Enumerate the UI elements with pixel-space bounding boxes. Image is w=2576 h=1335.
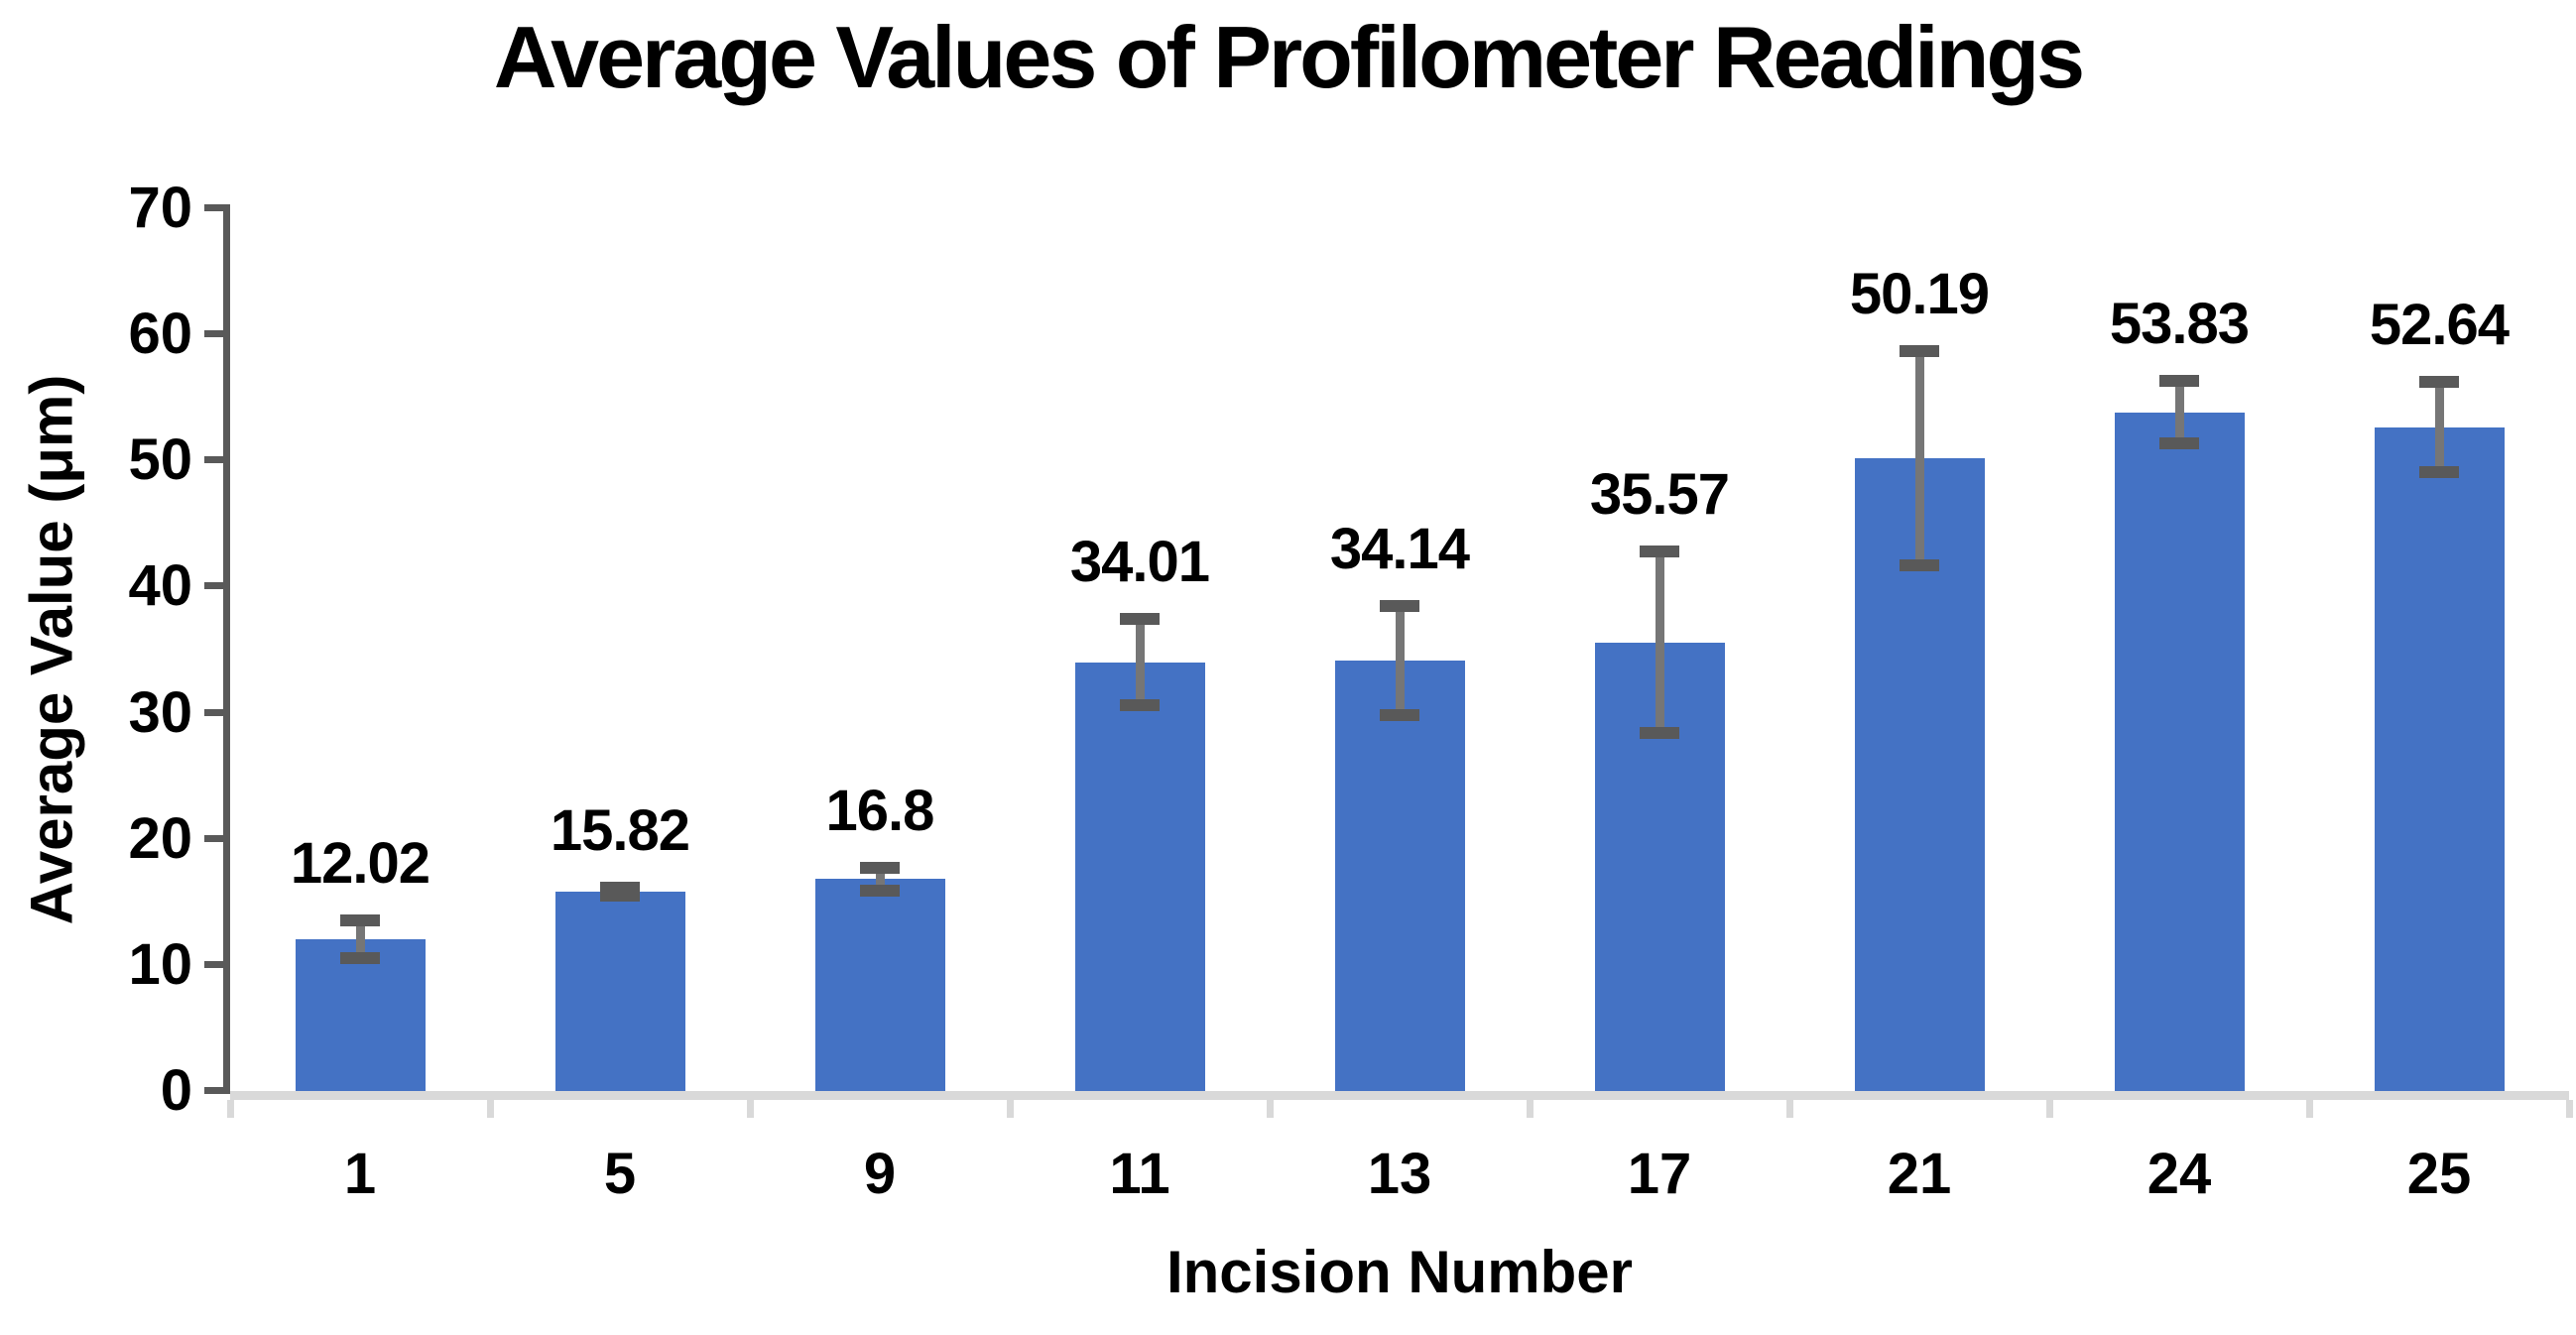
bar xyxy=(295,939,426,1091)
error-bar-cap-bottom xyxy=(600,889,640,902)
y-tick-label: 0 xyxy=(160,1058,192,1123)
bar xyxy=(2374,426,2505,1091)
error-bar-cap-bottom xyxy=(340,952,380,965)
y-tick-label: 60 xyxy=(128,302,192,367)
error-bar-line xyxy=(2434,381,2444,473)
bar xyxy=(2114,412,2245,1091)
data-label: 34.14 xyxy=(1329,517,1470,582)
x-axis-tick xyxy=(1526,1100,1533,1118)
error-bar-cap-top xyxy=(1380,600,1419,613)
chart-title: Average Values of Profilometer Readings xyxy=(493,8,2085,106)
y-axis-tick xyxy=(204,330,230,338)
x-tick-label: 21 xyxy=(1887,1142,1952,1206)
x-axis-tick xyxy=(2045,1100,2053,1118)
bar xyxy=(1334,660,1465,1091)
x-tick-label: 11 xyxy=(1109,1142,1170,1206)
data-label: 12.02 xyxy=(290,831,430,897)
data-label: 50.19 xyxy=(1849,261,1990,326)
error-bar-cap-top xyxy=(2159,374,2199,387)
error-bar-cap-top xyxy=(2419,375,2459,388)
y-tick-label: 40 xyxy=(128,553,192,619)
x-axis-tick xyxy=(1785,1100,1793,1118)
x-axis-tick xyxy=(1266,1100,1274,1118)
y-axis-tick xyxy=(204,204,230,211)
x-axis-tick xyxy=(746,1100,754,1118)
y-axis-line xyxy=(223,204,230,1091)
error-bar-cap-bottom xyxy=(1120,698,1160,711)
x-axis-tick xyxy=(2565,1100,2573,1118)
y-tick-label: 30 xyxy=(128,679,192,745)
x-tick-label: 17 xyxy=(1627,1142,1692,1206)
x-axis-title: Incision Number xyxy=(1165,1239,1634,1305)
error-bar-cap-bottom xyxy=(860,884,900,897)
error-bar-cap-top xyxy=(860,861,900,874)
error-bar-line xyxy=(1135,619,1145,705)
error-bar-line xyxy=(875,867,885,891)
x-tick-label: 9 xyxy=(863,1142,897,1206)
data-label: 16.8 xyxy=(825,778,935,843)
y-axis-tick xyxy=(204,456,230,464)
x-axis-tick xyxy=(486,1100,494,1118)
y-axis-tick xyxy=(204,708,230,716)
y-axis-tick xyxy=(204,960,230,968)
x-tick-label: 1 xyxy=(343,1142,377,1206)
y-tick-label: 50 xyxy=(128,427,192,493)
bar xyxy=(1074,662,1205,1091)
x-tick-label: 25 xyxy=(2406,1142,2472,1206)
error-bar-cap-bottom xyxy=(2159,437,2199,450)
data-label: 52.64 xyxy=(2369,292,2510,357)
x-tick-label: 13 xyxy=(1367,1142,1432,1206)
error-bar-line xyxy=(1655,551,1664,734)
bar xyxy=(554,891,685,1091)
y-axis-tick xyxy=(204,834,230,842)
error-bar-cap-bottom xyxy=(2419,466,2459,479)
x-axis-tick xyxy=(226,1100,234,1118)
bar xyxy=(814,879,945,1091)
error-bar-line xyxy=(1914,350,1924,565)
x-axis-baseline xyxy=(230,1091,2569,1100)
x-tick-label: 5 xyxy=(603,1142,637,1206)
data-label: 15.82 xyxy=(550,798,690,864)
y-tick-label: 10 xyxy=(128,931,192,997)
x-tick-label: 24 xyxy=(2147,1142,2212,1206)
data-label: 35.57 xyxy=(1589,462,1730,528)
x-axis-tick xyxy=(2305,1100,2313,1118)
error-bar-cap-bottom xyxy=(1640,727,1679,740)
error-bar-cap-bottom xyxy=(1900,558,1939,571)
y-tick-label: 70 xyxy=(128,176,192,240)
data-label: 34.01 xyxy=(1069,530,1210,595)
error-bar-cap-bottom xyxy=(1380,708,1419,721)
error-bar-cap-top xyxy=(1900,344,1939,357)
error-bar-cap-top xyxy=(1640,546,1679,558)
error-bar-cap-top xyxy=(1120,613,1160,626)
error-bar-line xyxy=(1395,606,1405,715)
data-label: 53.83 xyxy=(2109,291,2250,356)
error-bar-cap-top xyxy=(340,914,380,927)
y-tick-label: 20 xyxy=(128,805,192,871)
y-axis-tick xyxy=(204,1087,230,1094)
y-axis-tick xyxy=(204,582,230,590)
x-axis-tick xyxy=(1006,1100,1014,1118)
error-bar-line xyxy=(355,920,365,959)
error-bar-line xyxy=(2174,380,2184,444)
